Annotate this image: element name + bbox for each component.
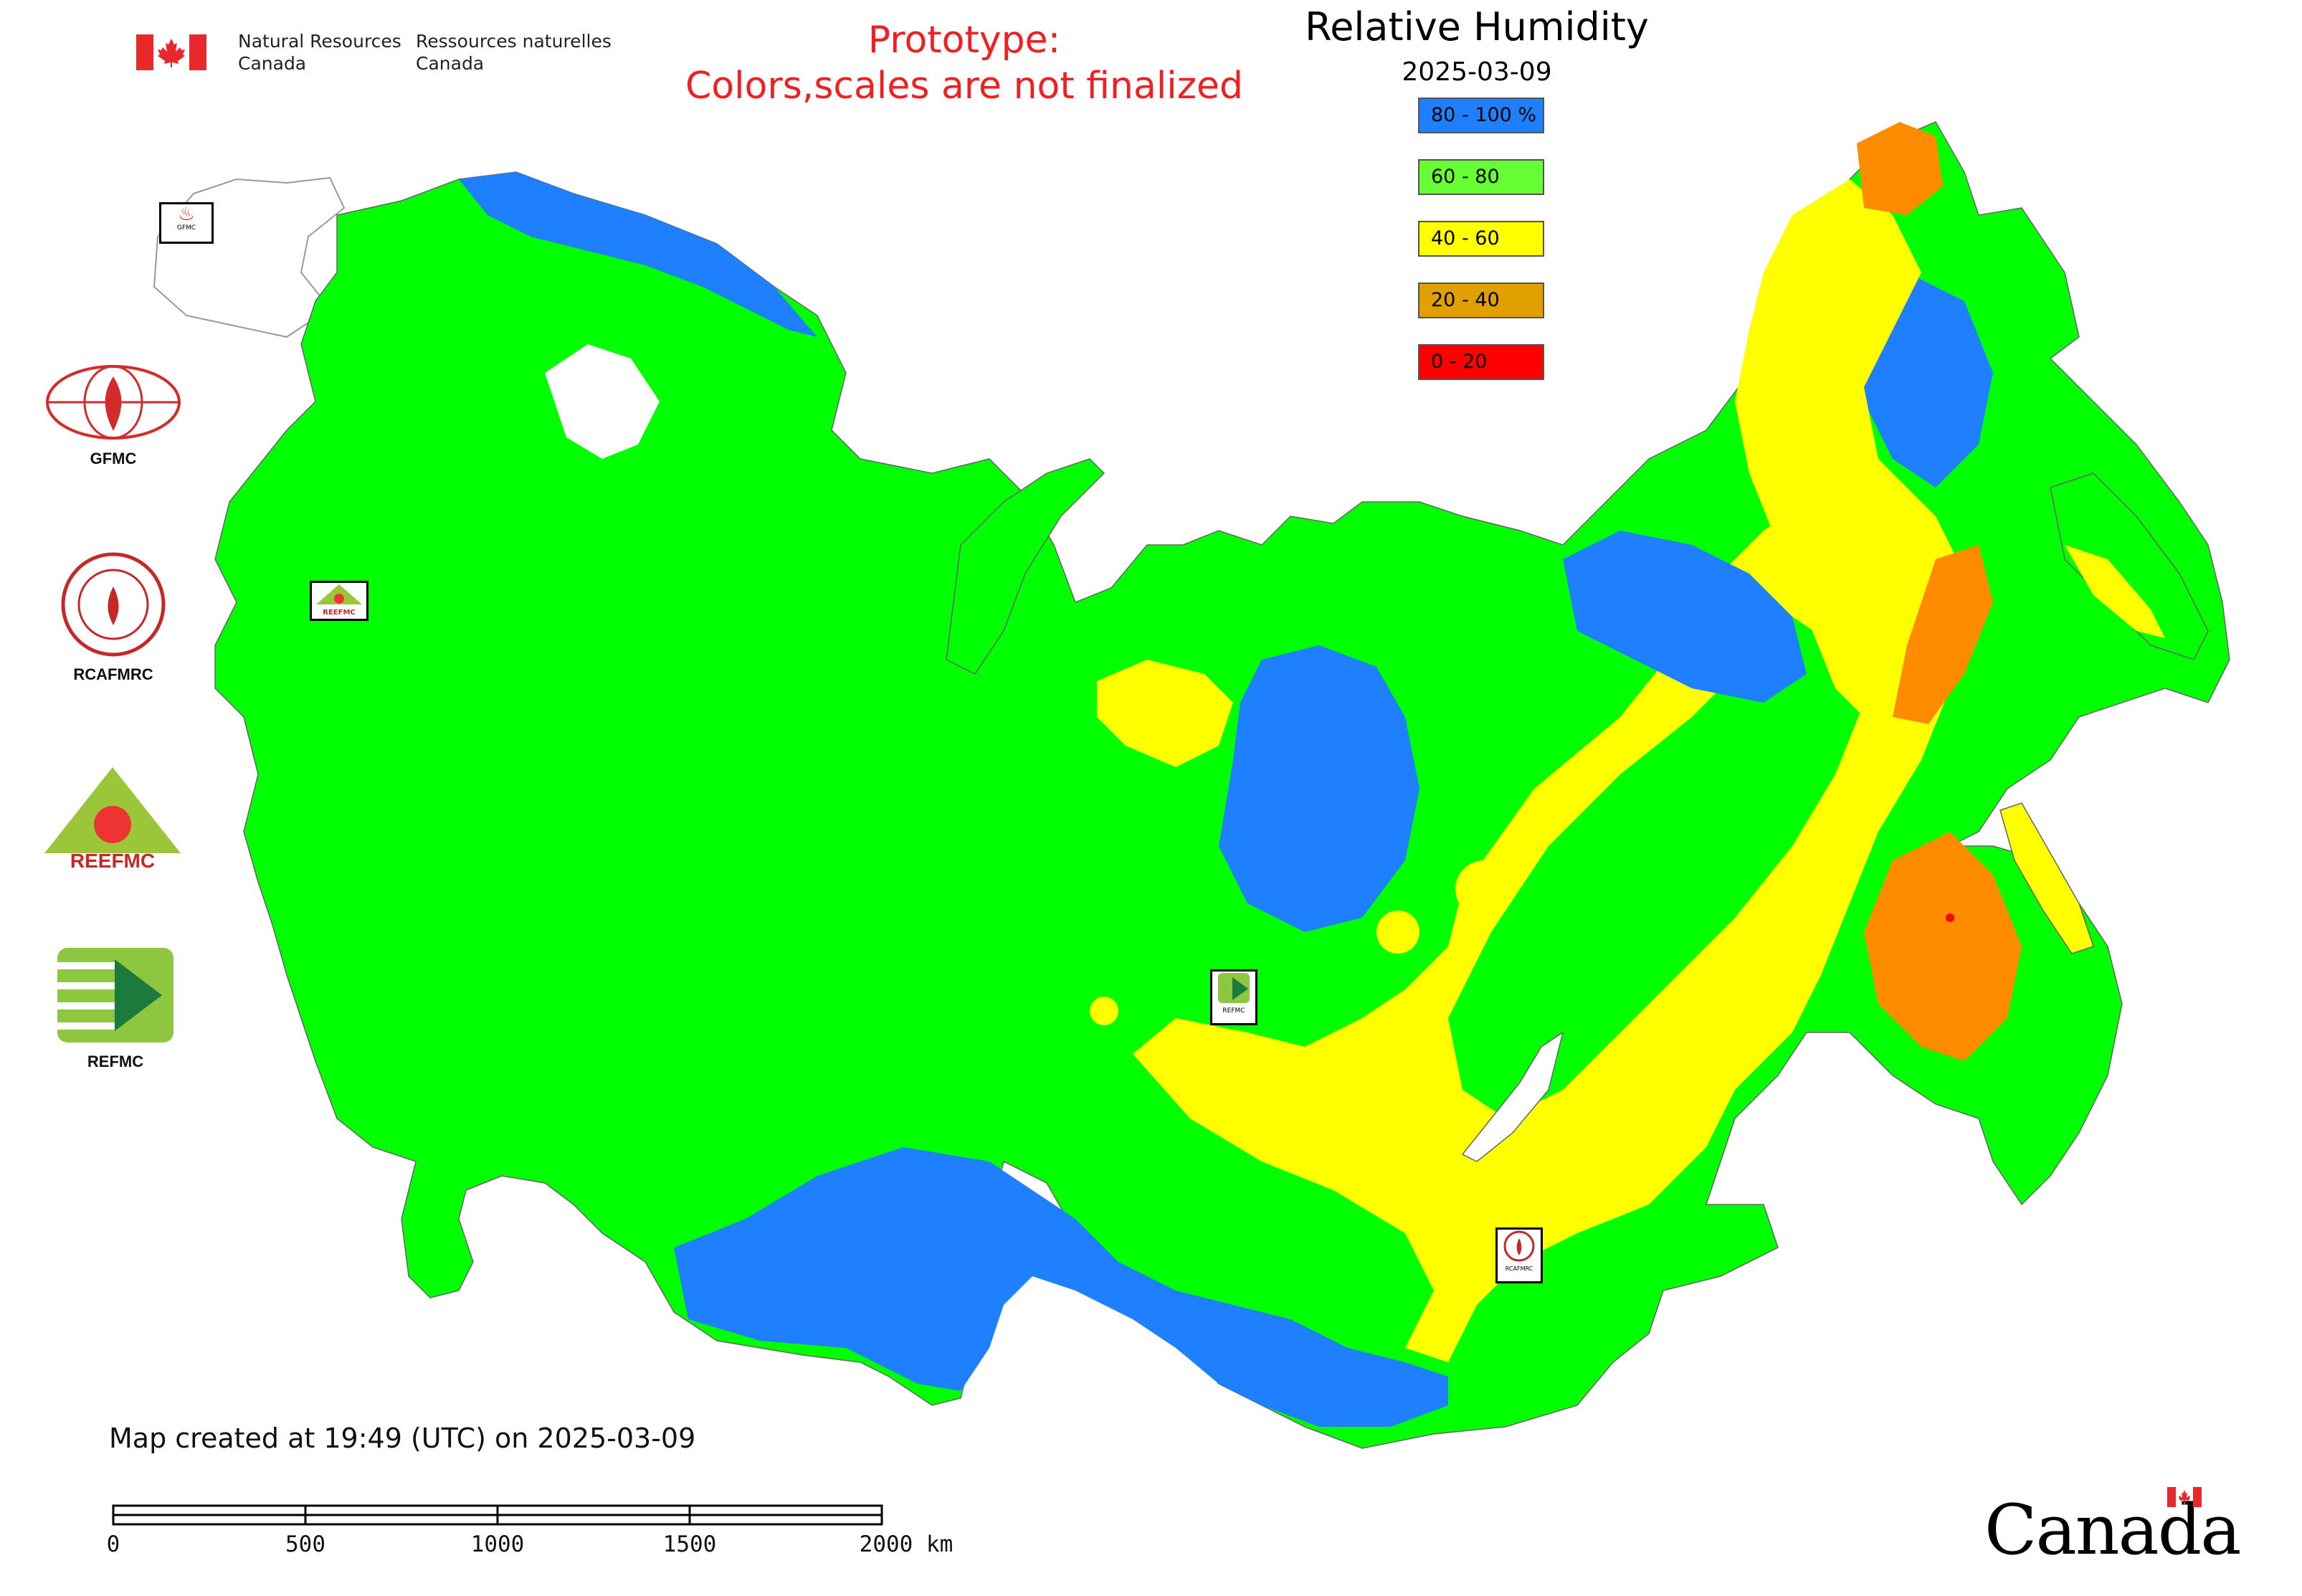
- reefmc-logo: REEFMC: [37, 763, 188, 873]
- white-sea: [545, 344, 660, 459]
- legend-date: 2025-03-09: [1402, 57, 1552, 87]
- legend-item: 80 - 100 %: [1418, 98, 1544, 133]
- west-siberia-humid-zone: [1219, 645, 1419, 932]
- dry-patch: [1090, 997, 1118, 1025]
- ob-dry-zone: [1097, 660, 1233, 767]
- legend-item: 60 - 80: [1418, 159, 1544, 195]
- scale-label-1500: 1500: [662, 1531, 717, 1557]
- lake-baikal: [1461, 1031, 1564, 1162]
- rcafmrc-label: RCAFMRC: [73, 665, 153, 683]
- flame-icon: ♨: [178, 204, 195, 225]
- sakhalin: [1999, 802, 2094, 954]
- rcafmrc-logo-icon: [61, 552, 166, 657]
- okhotsk-moderate-zone: [1893, 545, 1993, 724]
- rcafmrc-logo: RCAFMRC: [56, 551, 171, 684]
- refmc-marker-icon: [1218, 973, 1250, 1003]
- amur-moderate-zone: [1864, 832, 2022, 1061]
- legend-title: Relative Humidity: [1305, 4, 1649, 49]
- marker-reefmc[interactable]: REEFMC: [310, 581, 368, 621]
- far-east-dry-zone: [1735, 179, 1964, 731]
- gfmc-logo-icon: [46, 365, 181, 440]
- east-siberia-green-zone: [1448, 617, 1864, 1118]
- kamchatka-dry-zone: [2065, 545, 2165, 638]
- map-created-text: Map created at 19:49 (UTC) on 2025-03-09: [109, 1422, 696, 1454]
- scale-label-2000: 2000 km: [859, 1531, 953, 1557]
- yakutia-humid-zone: [1563, 531, 1807, 703]
- reefmc-marker-icon: [316, 584, 362, 604]
- chukotka-moderate-zone: [1857, 122, 1943, 215]
- kola-humid-zone: [459, 172, 817, 337]
- reefmc-logo-icon: REEFMC: [44, 767, 181, 872]
- dry-patch: [1455, 860, 1513, 918]
- refmc-logo-icon: [57, 948, 173, 1042]
- prototype-notice: Prototype: Colors,scales are not finaliz…: [685, 19, 1244, 108]
- wordmark-flag-icon: [2167, 1487, 2202, 1507]
- dry-patch: [1376, 911, 1419, 954]
- gfmc-logo: GFMC: [42, 362, 185, 468]
- legend-item: 0 - 20: [1418, 344, 1544, 380]
- scale-label-1000: 1000: [470, 1531, 525, 1557]
- scale-label-500: 500: [285, 1531, 325, 1557]
- low-humidity-spot: [1946, 913, 1954, 922]
- southern-humid-zone: [674, 1147, 1448, 1427]
- russia-landmass: [214, 121, 2230, 1449]
- refmc-logo: REFMC: [54, 945, 176, 1071]
- rcafmrc-marker-icon: [1503, 1230, 1535, 1262]
- agency-name-en: Natural Resources Canada: [238, 31, 401, 74]
- novaya-zemlya: [946, 458, 1105, 675]
- legend-item: 40 - 60: [1418, 221, 1544, 257]
- marker-refmc[interactable]: REFMC: [1210, 969, 1257, 1025]
- canada-wordmark: Canada: [1984, 1487, 2241, 1570]
- marker-gfmc[interactable]: ♨ GFMC: [159, 202, 214, 244]
- refmc-label: REFMC: [87, 1053, 144, 1070]
- svg-text:REEFMC: REEFMC: [70, 850, 155, 870]
- legend-item: 20 - 40: [1418, 282, 1544, 318]
- gfmc-label: GFMC: [90, 450, 137, 467]
- scale-label-0: 0: [106, 1531, 120, 1557]
- agency-name-fr: Ressources naturelles Canada: [416, 31, 612, 74]
- marker-rcafmrc[interactable]: RCAFMRC: [1495, 1227, 1543, 1283]
- canada-flag-icon: [136, 34, 206, 70]
